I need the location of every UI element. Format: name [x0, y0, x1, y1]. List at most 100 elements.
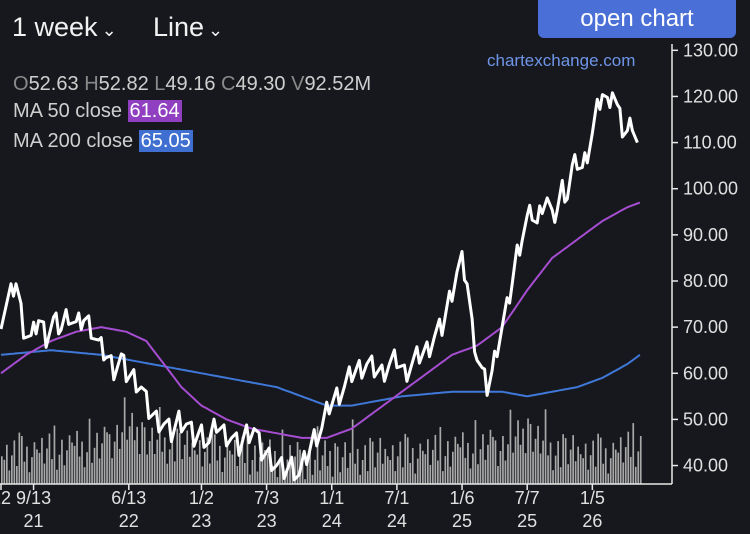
y-tick-label: 80.00	[683, 271, 728, 291]
volume-bar	[349, 452, 351, 484]
ma200-value-badge: 65.05	[138, 130, 193, 152]
volume-bar	[487, 444, 489, 484]
volume-bar	[482, 434, 484, 484]
volume-bar	[499, 451, 502, 484]
volume-bar	[514, 436, 517, 484]
volume-bar	[549, 442, 552, 484]
volume-bar	[629, 456, 632, 484]
volume-bar	[492, 436, 494, 484]
volume-bar	[254, 445, 256, 484]
y-tick-label: 130.00	[683, 40, 738, 60]
volume-bar	[416, 458, 419, 484]
volume-bar	[151, 427, 153, 484]
volume-bar	[369, 437, 371, 484]
x-tick-year-label: 23	[191, 511, 211, 531]
volume-bar	[173, 461, 176, 484]
volume-bar	[261, 442, 264, 484]
y-tick-label: 70.00	[683, 317, 728, 337]
volume-bar	[564, 438, 567, 484]
volume-bar	[219, 445, 221, 484]
x-tick-label: 1/1	[319, 488, 344, 508]
volume-bar	[617, 452, 620, 484]
volume-bar	[271, 465, 274, 484]
volume-bar	[544, 409, 547, 484]
volume-bar	[632, 423, 635, 484]
volume-bar	[43, 463, 46, 484]
volume-bar	[437, 460, 439, 484]
volume-bar	[193, 450, 196, 484]
volume-bar	[592, 440, 594, 484]
volume-bar	[101, 443, 103, 484]
volume-bar	[339, 472, 341, 484]
volume-bar	[306, 464, 309, 484]
volume-bar	[467, 442, 469, 484]
volume-bar	[346, 467, 349, 484]
volume-bar	[604, 448, 607, 484]
volume-bar	[171, 435, 174, 484]
volume-bar	[582, 458, 584, 484]
volume-bar	[449, 466, 452, 484]
volume-bar	[204, 451, 206, 484]
volume-bar	[241, 436, 244, 484]
volume-bar	[386, 456, 389, 484]
volume-bar	[341, 457, 344, 484]
volume-bar	[234, 439, 236, 484]
price-line	[0, 91, 639, 482]
volume-bar	[178, 432, 181, 484]
high-value: 52.82	[98, 73, 149, 95]
volume-bar	[216, 460, 219, 484]
volume-bar	[168, 449, 171, 484]
volume-bar	[11, 455, 13, 484]
volume-bar	[161, 451, 164, 484]
volume-bar	[336, 446, 339, 484]
volume-bar	[507, 444, 509, 484]
volume-bar	[619, 437, 622, 484]
y-tick-label: 120.00	[683, 86, 738, 106]
volume-bar	[183, 444, 186, 484]
volume-bar	[474, 420, 477, 484]
volume-bar	[309, 449, 311, 484]
volume-bar	[537, 425, 539, 484]
volume-bar	[567, 464, 569, 484]
volume-bar	[371, 441, 374, 484]
x-tick-label: 1/2	[189, 488, 214, 508]
series-lines	[0, 91, 641, 482]
volume-bar	[574, 461, 577, 484]
chart-type-dropdown[interactable]: Line ⌄	[153, 12, 223, 43]
volume-bar	[427, 439, 429, 484]
volume-bar	[522, 428, 524, 484]
volume-bar	[66, 450, 68, 484]
volume-bar	[83, 467, 86, 484]
open-chart-button[interactable]: open chart	[538, 0, 736, 38]
volume-bar	[36, 449, 38, 484]
volume-bar	[58, 454, 61, 484]
timeframe-dropdown[interactable]: 1 week ⌄	[12, 12, 117, 43]
volume-bar	[153, 454, 156, 484]
volume-bar	[88, 418, 91, 484]
volume-bar	[246, 430, 249, 484]
open-label: O	[13, 73, 29, 95]
volume-bar	[344, 442, 346, 484]
volume-bar	[464, 457, 467, 484]
volume-bar	[597, 433, 599, 484]
volume-bar	[108, 434, 111, 484]
low-value: 49.16	[165, 73, 216, 95]
volume-bar	[512, 452, 514, 484]
volume-bar	[33, 442, 36, 484]
volume-bar	[196, 454, 199, 484]
volume-bar	[422, 450, 424, 484]
volume-bar	[424, 454, 427, 484]
ma200-legend: MA 200 close 65.05	[13, 130, 193, 153]
volume-bar	[324, 440, 326, 484]
volume-bar	[198, 440, 201, 484]
volume-bar	[354, 463, 356, 484]
volume-bar	[409, 463, 412, 484]
x-tick-year-label: 25	[517, 511, 537, 531]
y-tick-label: 50.00	[683, 409, 728, 429]
volume-bar	[356, 448, 359, 484]
volume-bar	[639, 436, 642, 484]
volume-bar	[361, 460, 364, 484]
volume-bar	[542, 440, 544, 484]
volume-bar	[614, 449, 617, 484]
